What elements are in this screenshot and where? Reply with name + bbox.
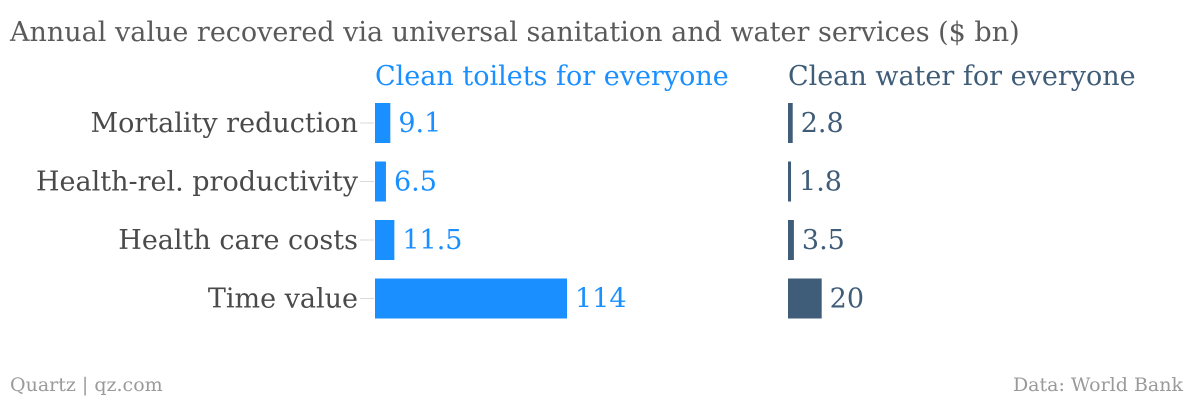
value-label-water: 2.8	[801, 108, 844, 139]
category-label: Health care costs	[118, 225, 358, 256]
category-label: Mortality reduction	[90, 108, 358, 139]
value-label-toilets: 114	[575, 284, 627, 315]
series-header-toilets: Clean toilets for everyone	[375, 61, 729, 92]
bar-toilets	[375, 278, 567, 319]
bar-water	[788, 103, 793, 143]
value-label-toilets: 6.5	[394, 167, 437, 198]
value-label-water: 3.5	[802, 225, 845, 256]
source-credit: Quartz | qz.com	[10, 374, 163, 396]
bar-toilets	[375, 220, 395, 260]
chart-rows: Mortality reduction 9.1 2.8 Health-rel. pro…	[36, 103, 864, 319]
chart-title: Annual value recovered via universal san…	[9, 17, 1020, 48]
value-label-toilets: 11.5	[402, 225, 462, 256]
bar-toilets	[375, 161, 386, 202]
series-header-water: Clean water for everyone	[788, 61, 1136, 92]
value-label-water: 20	[830, 284, 864, 315]
category-label: Health-rel. productivity	[36, 167, 359, 198]
value-label-water: 1.8	[799, 167, 842, 198]
bar-water	[788, 220, 794, 260]
data-source: Data: World Bank	[1013, 374, 1184, 396]
value-label-toilets: 9.1	[398, 108, 441, 139]
bar-water	[788, 278, 822, 319]
category-label: Time value	[208, 284, 358, 315]
bar-water	[788, 161, 792, 202]
bar-toilets	[375, 103, 391, 143]
